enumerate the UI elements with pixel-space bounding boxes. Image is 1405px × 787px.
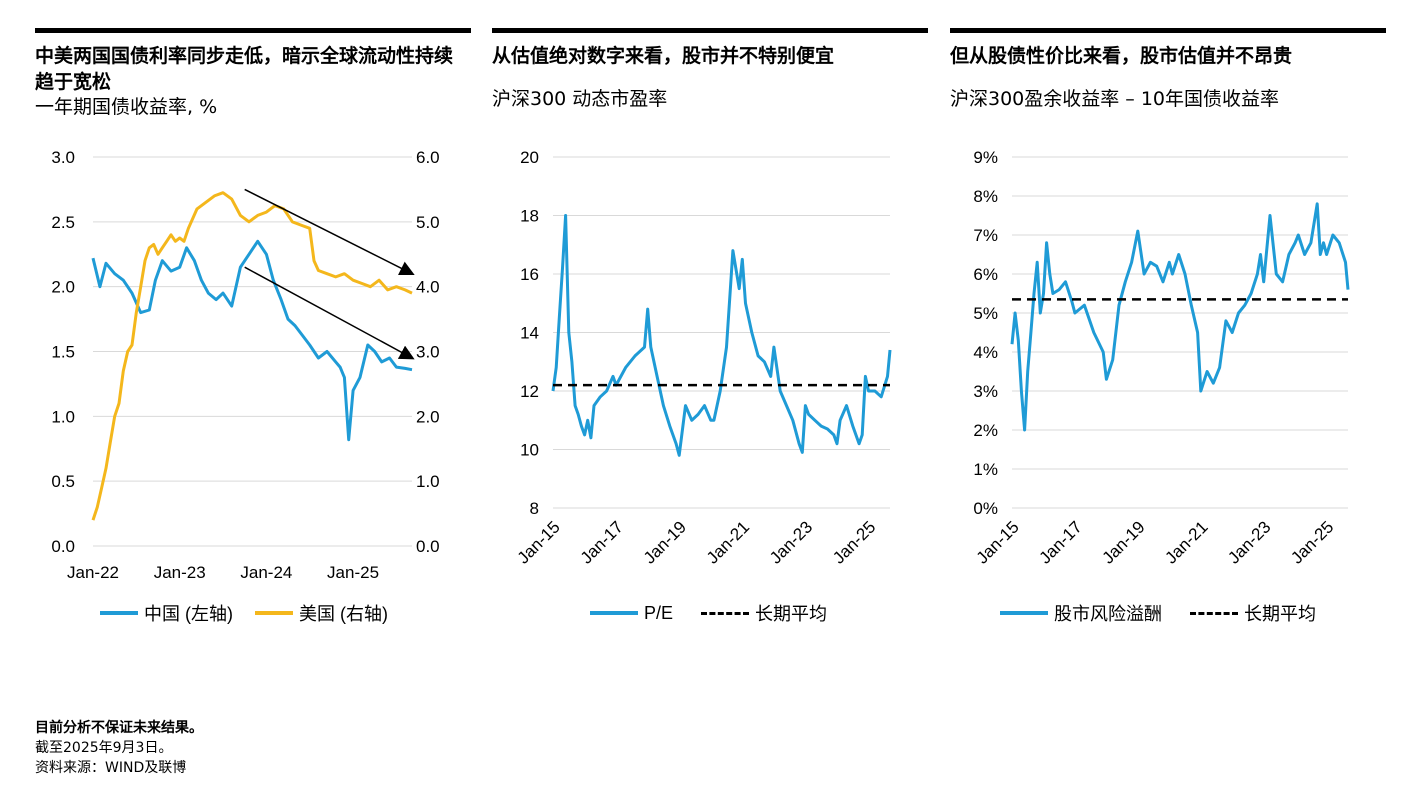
y-tick-label-left: 1.5 [51, 343, 75, 362]
y-tick-label-right: 1.0 [416, 472, 440, 491]
legend-erp: 股市风险溢酬 长期平均 [1000, 600, 1316, 626]
chart-subtitle: 沪深300 动态市盈率 [492, 88, 668, 110]
chart-subtitle: 一年期国债收益率, % [35, 96, 218, 118]
footer-date: 截至2025年9月3日。 [35, 740, 173, 756]
y-tick-label: 7% [973, 226, 998, 245]
legend-swatch-china [100, 611, 138, 615]
y-tick-label: 12 [520, 382, 539, 401]
legend-swatch-us [255, 611, 293, 615]
y-tick-label: 8 [530, 499, 539, 518]
panel-erp: 但从股债性价比来看，股市估值并不昂贵 沪深300盈余收益率 – 10年国债收益率 [950, 28, 1386, 111]
series-line-main [551, 214, 892, 457]
legend-item-us: 美国 (右轴) [255, 600, 388, 626]
chart-title: 从估值绝对数字来看，股市并不特别便宜 [492, 45, 835, 67]
legend-item-erp: 股市风险溢酬 [1000, 600, 1162, 626]
x-tick-label: Jan-19 [1098, 517, 1148, 567]
y-tick-label-right: 2.0 [416, 407, 440, 426]
x-tick-label: Jan-21 [1161, 517, 1211, 567]
y-tick-label: 20 [520, 148, 539, 167]
x-tick-label: Jan-17 [1036, 517, 1086, 567]
chart-subtitle: 沪深300盈余收益率 – 10年国债收益率 [950, 88, 1280, 110]
legend-item-pe: P/E [590, 603, 673, 624]
series-line-china [91, 239, 413, 442]
x-tick-label: Jan-25 [829, 517, 879, 567]
y-tick-label: 9% [973, 148, 998, 167]
y-tick-label: 0% [973, 499, 998, 518]
legend-label-china: 中国 (左轴) [144, 604, 233, 624]
y-tick-label: 1% [973, 460, 998, 479]
x-tick-label: Jan-22 [67, 563, 119, 582]
x-tick-label: Jan-25 [327, 563, 379, 582]
x-tick-label: Jan-23 [766, 517, 816, 567]
chart-title: 中美两国国债利率同步走低，暗示全球流动性持续趋于宽松 [35, 45, 454, 93]
series-line-main [1010, 202, 1350, 432]
x-tick-label: Jan-23 [1224, 517, 1274, 567]
x-tick-label: Jan-17 [577, 517, 627, 567]
x-tick-label: Jan-23 [154, 563, 206, 582]
y-tick-label-left: 2.0 [51, 278, 75, 297]
legend-label-pe: P/E [644, 602, 674, 623]
y-tick-label-left: 1.0 [51, 407, 75, 426]
legend-label-erp-avg: 长期平均 [1244, 604, 1316, 624]
x-tick-label: Jan-24 [240, 563, 292, 582]
y-tick-label: 10 [520, 441, 539, 460]
y-tick-label: 6% [973, 265, 998, 284]
y-tick-label-right: 5.0 [416, 213, 440, 232]
legend-swatch-pe-avg [701, 611, 750, 615]
y-tick-label-right: 6.0 [416, 148, 440, 167]
legend-item-china: 中国 (左轴) [100, 600, 233, 626]
legend-pe: P/E 长期平均 [590, 600, 827, 626]
y-tick-label: 8% [973, 187, 998, 206]
footer-source: 资料来源：WIND及联博 [35, 760, 187, 776]
chart-title: 但从股债性价比来看，股市估值并不昂贵 [950, 45, 1293, 67]
x-tick-label: Jan-15 [514, 517, 564, 567]
y-tick-label-right: 0.0 [416, 537, 440, 556]
legend-label-erp: 股市风险溢酬 [1054, 604, 1162, 624]
y-tick-label: 18 [520, 207, 539, 226]
legend-swatch-erp-avg [1190, 611, 1238, 615]
y-tick-label: 4% [973, 343, 998, 362]
y-tick-label: 14 [520, 324, 539, 343]
y-tick-label-right: 4.0 [416, 278, 440, 297]
panel-yields: 中美两国国债利率同步走低，暗示全球流动性持续趋于宽松 一年期国债收益率, % [35, 28, 471, 119]
series-line-us [91, 191, 413, 521]
trend-arrow [244, 188, 415, 276]
x-tick-label: Jan-25 [1287, 517, 1337, 567]
panel-pe: 从估值绝对数字来看，股市并不特别便宜 沪深300 动态市盈率 [492, 28, 928, 111]
y-tick-label-right: 3.0 [416, 343, 440, 362]
legend-label-us: 美国 (右轴) [299, 604, 388, 624]
x-tick-label: Jan-19 [640, 517, 690, 567]
legend-swatch-erp [1000, 611, 1048, 615]
y-tick-label: 2% [973, 421, 998, 440]
legend-swatch-pe [590, 611, 638, 615]
x-tick-label: Jan-15 [973, 517, 1023, 567]
legend-label-pe-avg: 长期平均 [755, 604, 828, 624]
y-tick-label-left: 0.0 [51, 537, 75, 556]
legend-yields: 中国 (左轴) 美国 (右轴) [100, 600, 388, 626]
x-tick-label: Jan-21 [703, 517, 753, 567]
trend-arrow [244, 266, 415, 360]
legend-item-erp-avg: 长期平均 [1190, 600, 1316, 626]
panel-top-bar [492, 28, 928, 33]
footer-disclaimer: 目前分析不保证未来结果。 [35, 720, 203, 736]
footer-notes: 目前分析不保证未来结果。 截至2025年9月3日。 资料来源：WIND及联博 [35, 718, 203, 778]
panel-top-bar [35, 28, 471, 33]
y-tick-label: 5% [973, 304, 998, 323]
y-tick-label-left: 2.5 [51, 213, 75, 232]
y-tick-label-left: 0.5 [51, 472, 75, 491]
panel-top-bar [950, 28, 1386, 33]
legend-item-pe-avg: 长期平均 [701, 600, 827, 626]
y-tick-label-left: 3.0 [51, 148, 75, 167]
y-tick-label: 16 [520, 265, 539, 284]
y-tick-label: 3% [973, 382, 998, 401]
